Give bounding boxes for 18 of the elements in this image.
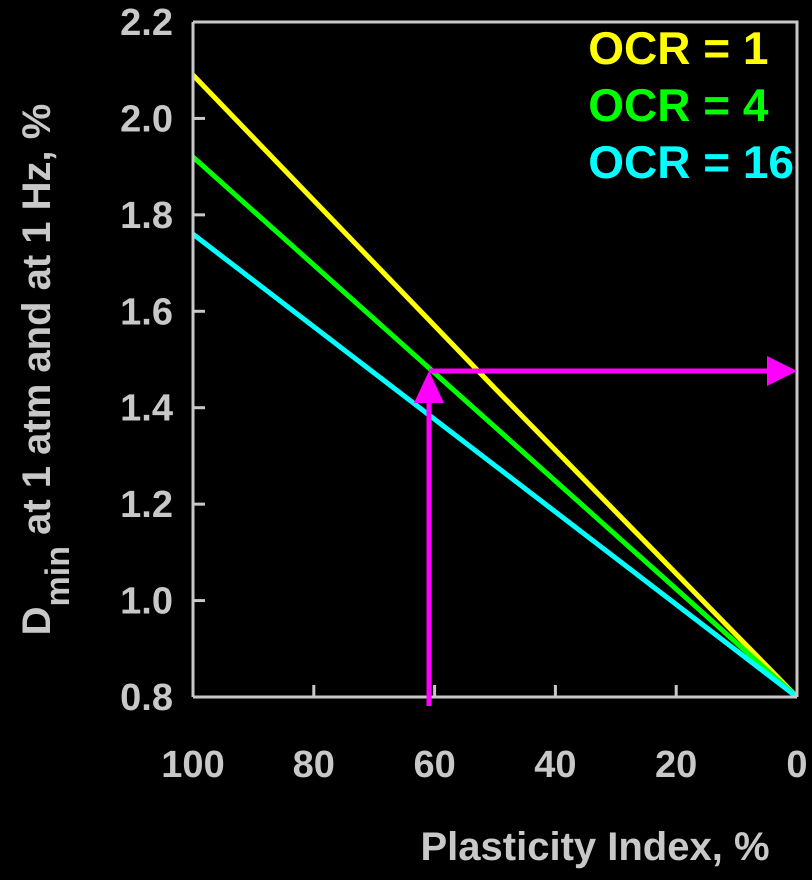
y-tick-label: 0.8 [120,677,173,719]
y-tick-label: 1.4 [120,388,173,430]
text: OCR = 16 [588,135,794,190]
y-tick-label: 1.2 [120,484,173,526]
x-tick-label: 20 [655,744,698,786]
x-tick-label: 40 [534,744,577,786]
y-tick-label: 1.0 [120,580,173,623]
x-tick-label: 60 [413,744,456,786]
y-tick-label: 1.6 [120,291,173,334]
y-tick-label: 1.8 [120,194,173,237]
x-tick-label: 80 [292,744,335,786]
x-tick-label: 0 [786,744,808,786]
text: OCR = 4 [588,78,768,133]
x-axis-title: Plasticity Index, % [420,825,770,869]
text: OCR = 1 [588,21,768,76]
y-tick-label: 2.0 [120,98,173,140]
x-tick-label: 100 [161,744,225,786]
y-tick-label: 2.2 [120,2,173,44]
